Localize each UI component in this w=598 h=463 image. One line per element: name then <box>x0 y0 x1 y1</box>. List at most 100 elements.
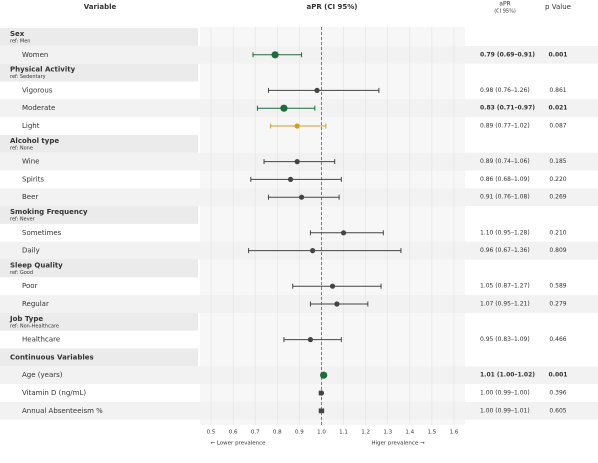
ci-label: 0.95 (0.83–1.09) <box>480 336 530 343</box>
p-value: 0.087 <box>549 123 566 130</box>
row-label: Light <box>22 122 40 130</box>
row-label: Moderate <box>22 104 55 112</box>
group-header-bg <box>0 63 198 82</box>
ci-label: 1.00 (0.99–1.00) <box>480 390 530 397</box>
group-header-bg <box>0 134 198 153</box>
estimate-point <box>294 159 300 165</box>
group-name: Job Type <box>9 315 43 323</box>
p-value: 0.589 <box>549 283 566 290</box>
row-label: Healthcare <box>22 336 60 344</box>
estimate-point <box>287 176 294 182</box>
ci-label: 1.10 (0.95–1.28) <box>480 229 530 236</box>
p-value: 0.021 <box>549 105 568 112</box>
group-header-bg <box>0 206 198 224</box>
row-label: Poor <box>22 282 38 290</box>
group-name: Continuous Variables <box>10 353 94 361</box>
column-header: aPR <box>499 1 510 8</box>
estimate-point <box>307 337 314 343</box>
x-tick-label: 1.6 <box>450 430 459 436</box>
group-header-bg <box>0 259 198 278</box>
p-value: 0.809 <box>549 247 566 254</box>
estimate-point <box>298 194 305 200</box>
direction-label: Higer prevalence → <box>371 441 425 447</box>
group-reference: ref: None <box>10 145 33 151</box>
row-label: Spirits <box>22 175 44 183</box>
estimate-point <box>340 230 347 236</box>
group-reference: ref: Men <box>10 39 30 45</box>
group-name: Sleep Quality <box>10 261 63 269</box>
row-label: Women <box>22 51 48 59</box>
group-reference: ref: Good <box>10 270 33 276</box>
row-label: Wine <box>22 158 39 166</box>
row-stripe <box>0 366 598 385</box>
group-header-bg <box>0 28 198 46</box>
p-value: 0.861 <box>549 87 566 94</box>
p-value: 0.185 <box>549 158 566 165</box>
ci-label: 0.98 (0.76–1.26) <box>480 87 530 94</box>
estimate-point <box>320 371 328 379</box>
ci-label: 0.96 (0.67–1.36) <box>480 247 530 254</box>
row-label: Annual Absenteeism % <box>22 407 103 415</box>
row-stripe <box>0 401 598 420</box>
column-header: (CI 95%) <box>494 9 516 15</box>
p-value: 0.269 <box>549 194 566 201</box>
group-header-bg <box>0 312 198 331</box>
x-tick-label: 0.6 <box>229 430 238 436</box>
x-tick-label: 1.1 <box>339 430 348 436</box>
p-value: 0.279 <box>549 301 566 308</box>
group-reference: ref: Sedentary <box>10 74 46 80</box>
ci-label: 0.89 (0.77–1.02) <box>480 123 530 130</box>
direction-label: ← Lower prevalence <box>210 441 266 447</box>
p-value: 0.466 <box>549 336 566 343</box>
estimate-point <box>329 283 336 289</box>
column-header: aPR (CI 95%) <box>306 3 357 11</box>
estimate-point <box>271 51 279 59</box>
x-tick-label: 1.5 <box>428 430 437 436</box>
p-value: 0.396 <box>549 390 566 397</box>
group-reference: ref: Never <box>10 217 36 223</box>
ci-label: 0.86 (0.68–1.09) <box>480 176 530 183</box>
ci-label: 0.83 (0.71–0.97) <box>480 105 535 112</box>
p-value: 0.001 <box>549 51 568 58</box>
column-header: p Value <box>545 3 571 11</box>
estimate-point <box>294 123 300 129</box>
ci-label: 0.89 (0.74–1.06) <box>480 158 530 165</box>
estimate-point <box>318 390 325 396</box>
row-label: Age (years) <box>22 371 63 379</box>
group-name: Smoking Frequency <box>10 208 88 216</box>
x-tick-label: 1.4 <box>405 430 414 436</box>
group-name: Alcohol type <box>10 137 59 145</box>
group-name: Sex <box>10 30 25 38</box>
ci-label: 1.00 (0.99–1.01) <box>480 407 530 414</box>
p-value: 0.001 <box>549 372 568 379</box>
row-stripe <box>0 295 598 313</box>
x-tick-label: 0.5 <box>207 430 216 436</box>
x-tick-label: 1.3 <box>383 430 392 436</box>
estimate-point <box>310 248 316 254</box>
x-tick-label: 1.0 <box>317 430 326 436</box>
p-value: 0.210 <box>549 229 566 236</box>
row-label: Vigorous <box>22 86 53 94</box>
row-label: Beer <box>22 193 38 201</box>
estimate-point <box>318 408 325 414</box>
estimate-point <box>334 301 340 307</box>
estimate-point <box>280 104 288 112</box>
p-value: 0.605 <box>549 407 566 414</box>
estimate-point <box>314 87 320 93</box>
p-value: 0.220 <box>549 176 566 183</box>
x-tick-label: 1.2 <box>361 430 370 436</box>
ci-label: 0.79 (0.69–0.91) <box>480 51 535 58</box>
row-label: Vitamin D (ng/mL) <box>22 389 86 397</box>
row-label: Regular <box>22 300 49 308</box>
x-tick-label: 0.9 <box>295 430 304 436</box>
group-name: Physical Activity <box>10 66 76 74</box>
x-tick-label: 0.8 <box>273 430 282 436</box>
ci-label: 1.05 (0.87–1.27) <box>480 283 530 290</box>
plot-panel <box>200 27 465 425</box>
group-reference: ref: Non-Healthcare <box>10 323 59 329</box>
ci-label: 1.07 (0.95–1.21) <box>480 301 530 308</box>
ci-label: 0.91 (0.76–1.08) <box>480 194 530 201</box>
x-tick-label: 0.7 <box>251 430 260 436</box>
row-label: Daily <box>22 247 40 255</box>
